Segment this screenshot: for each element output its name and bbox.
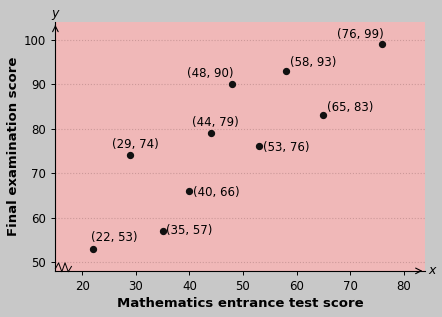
Point xyxy=(255,144,263,149)
Text: (35, 57): (35, 57) xyxy=(166,224,213,237)
Text: (40, 66): (40, 66) xyxy=(193,186,240,199)
Point xyxy=(282,68,290,74)
Point xyxy=(159,228,166,233)
Point xyxy=(229,82,236,87)
Text: (53, 76): (53, 76) xyxy=(263,141,309,154)
Point xyxy=(127,153,134,158)
Text: (65, 83): (65, 83) xyxy=(327,101,373,114)
Point xyxy=(379,42,386,47)
Text: (76, 99): (76, 99) xyxy=(337,28,384,41)
Point xyxy=(89,246,96,251)
Text: x: x xyxy=(428,264,435,277)
Text: (22, 53): (22, 53) xyxy=(91,231,137,244)
Text: (48, 90): (48, 90) xyxy=(187,67,234,80)
Point xyxy=(320,113,327,118)
Y-axis label: Final examination score: Final examination score xyxy=(7,57,20,236)
Text: (58, 93): (58, 93) xyxy=(290,56,336,69)
Text: (29, 74): (29, 74) xyxy=(112,138,158,151)
Text: (44, 79): (44, 79) xyxy=(192,115,239,128)
Text: y: y xyxy=(52,7,59,20)
Point xyxy=(186,188,193,193)
Point xyxy=(207,131,214,136)
X-axis label: Mathematics entrance test score: Mathematics entrance test score xyxy=(117,297,364,310)
